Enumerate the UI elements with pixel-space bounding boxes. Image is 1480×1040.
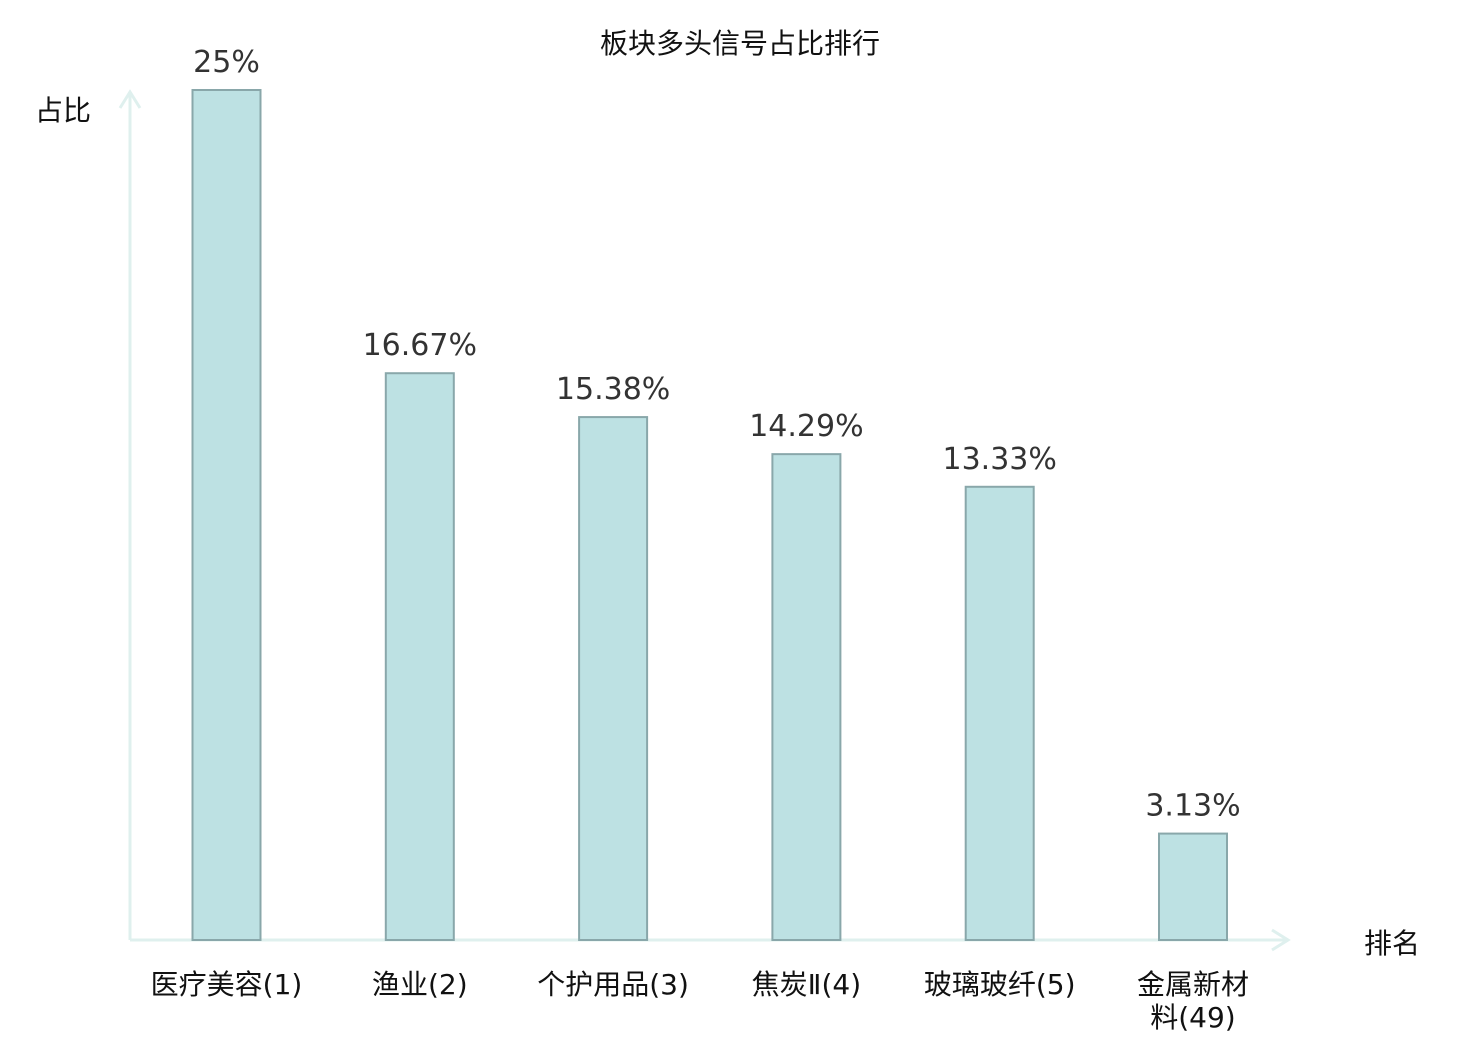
category-labels-group: 医疗美容(1) 渔业(2) 个护用品(3) 焦炭Ⅱ(4) 玻璃玻纤(5) 金属新材料(49… bbox=[151, 968, 1249, 1034]
category-label: 个护用品(3) bbox=[537, 968, 689, 1001]
bar bbox=[384, 372, 455, 942]
bar-value-label: 3.13% bbox=[1145, 789, 1240, 824]
bar-value-label: 14.29% bbox=[749, 409, 863, 444]
category-label: 玻璃玻纤(5) bbox=[924, 968, 1076, 1001]
bar-value-label: 25% bbox=[193, 45, 260, 80]
category-label: 料(49) bbox=[1150, 1001, 1235, 1034]
category-label: 医疗美容(1) bbox=[151, 968, 303, 1001]
axes bbox=[118, 89, 1291, 952]
category-label: 金属新材 bbox=[1137, 968, 1249, 1001]
chart-title: 板块多头信号占比排行 bbox=[600, 27, 880, 60]
bar-value-label: 16.67% bbox=[363, 328, 477, 363]
bars-group bbox=[191, 89, 1228, 942]
bar bbox=[191, 89, 262, 941]
y-axis-arrow bbox=[118, 89, 142, 109]
bar bbox=[964, 485, 1035, 941]
category-label: 渔业(2) bbox=[372, 968, 468, 1001]
category-label: 焦炭Ⅱ(4) bbox=[752, 968, 861, 1001]
x-axis-arrow bbox=[1271, 928, 1291, 952]
bar bbox=[578, 416, 649, 941]
bar-value-label: 13.33% bbox=[943, 442, 1057, 477]
bar bbox=[1158, 832, 1228, 942]
y-axis-label: 占比 bbox=[35, 94, 91, 127]
x-axis-label: 排名 bbox=[1364, 927, 1420, 960]
value-labels-group: 25% 16.67% 15.38% 14.29% 13.33% 3.13% bbox=[193, 45, 1241, 824]
bar-value-label: 15.38% bbox=[556, 372, 670, 407]
bar bbox=[771, 453, 842, 941]
